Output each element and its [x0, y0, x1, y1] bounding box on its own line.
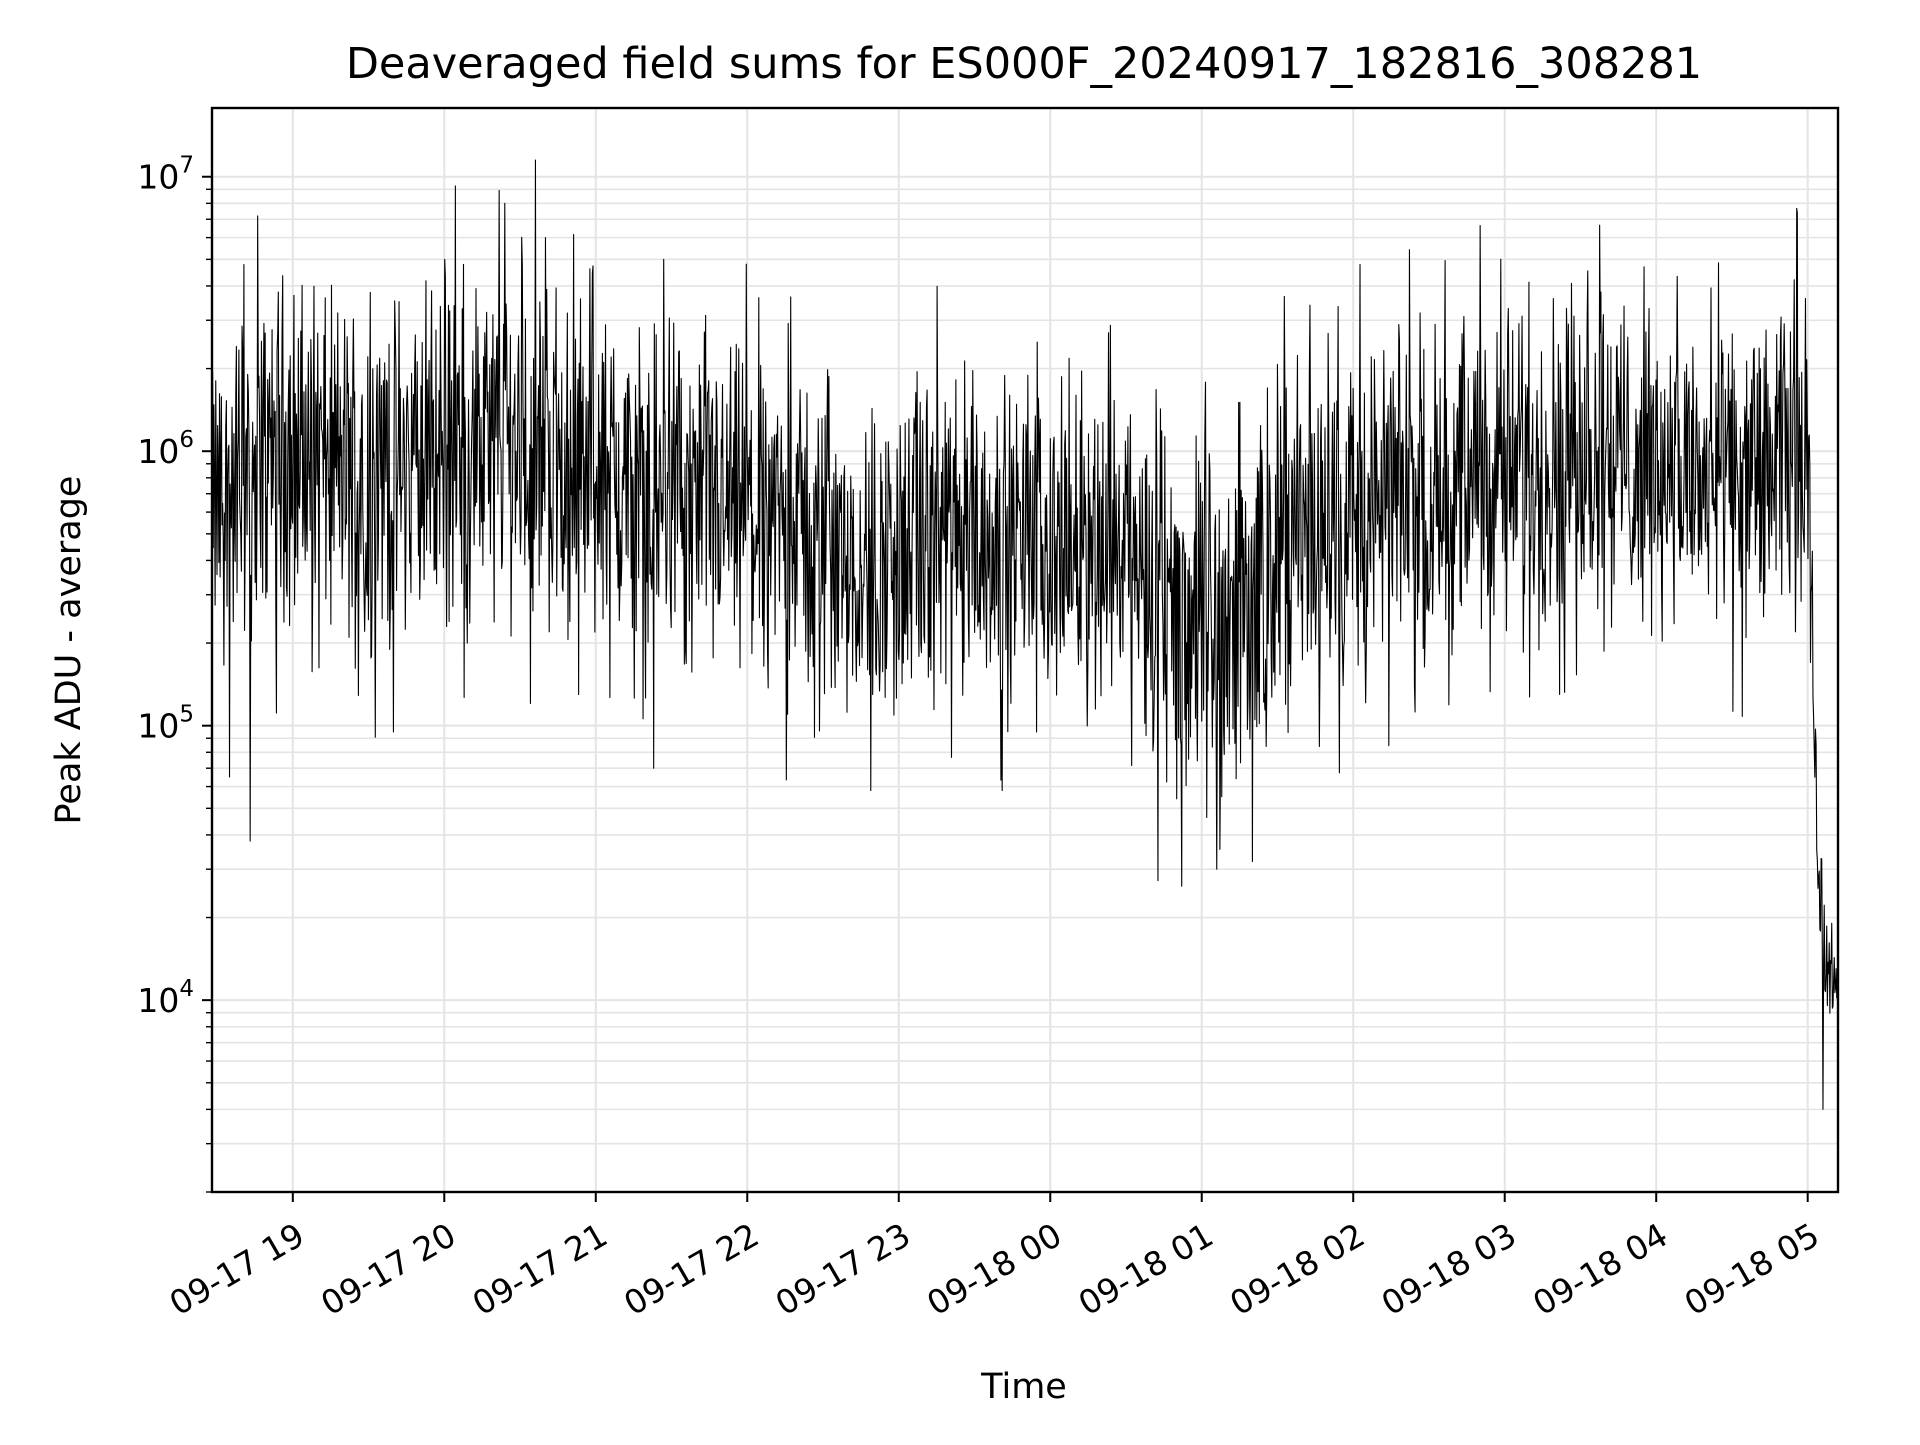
- x-axis-label: Time: [980, 1367, 1067, 1407]
- plot-area: [212, 159, 1838, 1110]
- y-tick-base: 10: [137, 432, 179, 471]
- y-tick-exponent: 7: [179, 153, 194, 179]
- y-tick-base: 10: [137, 158, 179, 197]
- y-tick-exponent: 4: [179, 976, 194, 1002]
- y-tick-label: 104: [137, 976, 194, 1020]
- chart-title: Deaveraged field sums for ES000F_2024091…: [346, 39, 1702, 89]
- series-line: [212, 159, 1838, 1110]
- y-tick-base: 10: [137, 981, 179, 1020]
- y-tick-exponent: 6: [179, 427, 194, 453]
- y-tick-label: 107: [137, 153, 194, 197]
- y-axis-label: Peak ADU - average: [49, 476, 89, 825]
- y-tick-label: 106: [137, 427, 194, 471]
- y-tick-exponent: 5: [179, 702, 194, 728]
- axes-frame: [210, 106, 1840, 1194]
- y-tick-label: 105: [137, 702, 194, 746]
- y-tick-base: 10: [137, 707, 179, 746]
